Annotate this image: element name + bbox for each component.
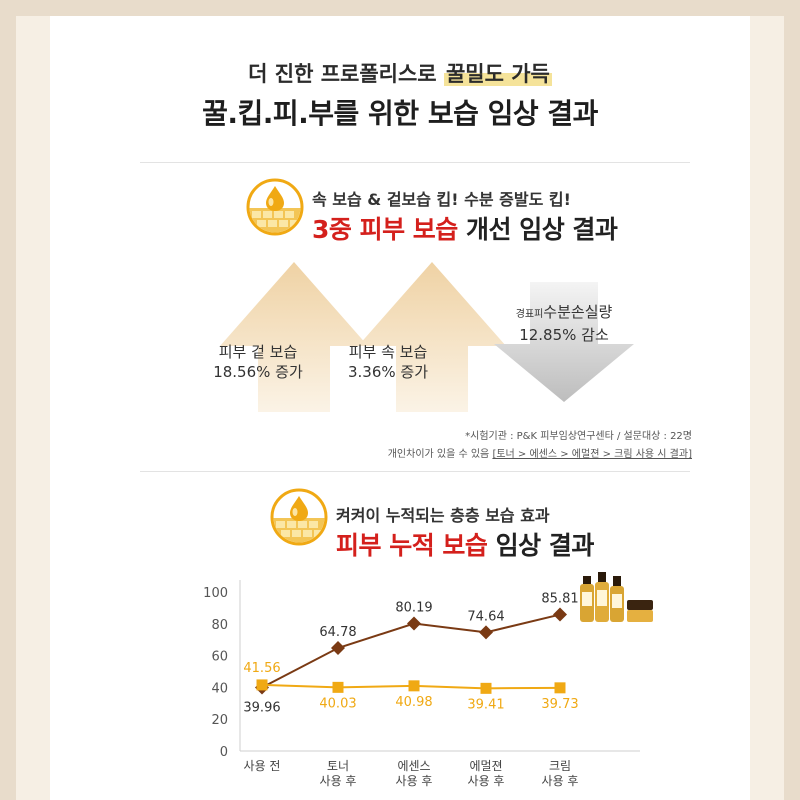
arrow-label-outer-value: 18.56% 증가 [213,363,303,381]
data-point-diamond [553,607,567,622]
y-tick-label: 80 [211,618,228,633]
x-tick-label: 에멀젼 사용 후 [468,759,505,788]
data-label: 40.03 [319,696,356,711]
x-tick-label: 크림 사용 후 [542,759,579,788]
honey-drop-skin-icon-2 [270,488,328,546]
y-tick-label: 60 [211,650,228,665]
data-label: 39.41 [467,697,504,712]
data-label: 41.56 [243,661,280,676]
content-card: 더 진한 프로폴리스로 꿀밀도 가득 꿀.킵.피.부를 위한 보습 임상 결과 … [50,16,750,800]
cumulative-moisture-chart: 0 20 40 60 80 100 사용 전 토너 사용 후 에센스 사용 후 에멀젼 사용 후 크림 사용… [203,572,653,788]
data-point-diamond [479,625,493,640]
y-tick-label: 20 [211,713,228,728]
header-subtitle-text: 더 진한 프로폴리스로 [248,62,444,86]
test-note-disclaimer: 개인차이가 있을 수 있음 [387,449,493,460]
header-subtitle-highlight: 꿀밀도 가득 [443,62,552,86]
data-point-square [256,679,268,691]
data-point-square [408,680,420,692]
test-note: *시험기관 : P&K 피부임상연구센타 / 설문대상 : 22명 개인차이가 … [300,428,692,464]
data-label: 64.78 [319,625,356,640]
arrow-up-inner-moisture [358,262,506,412]
data-label: 74.64 [467,609,504,624]
section2-title-rest: 임상 결과 [487,531,595,560]
data-label: 39.73 [541,697,578,712]
arrow-label-water-loss: 경표피수분손실량 12.85% 감소 [506,302,622,345]
arrow-label-water-loss-text: 수분손실량 [543,303,613,321]
data-label: 80.19 [395,600,432,615]
data-label: 39.96 [243,700,280,715]
data-point-square [554,682,566,694]
section1-title-red: 3중 피부 보습 [312,215,458,244]
arrow-up-outer-moisture [220,262,368,412]
divider-top [140,162,690,163]
test-note-line2: 개인차이가 있을 수 있음 [토너 > 에센스 > 에멀젼 > 크림 사용 시 … [300,446,692,464]
y-tick-label: 100 [203,586,228,601]
data-point-square [332,681,344,693]
divider-middle [140,471,690,472]
x-tick-label: 토너 사용 후 [320,759,357,788]
data-point-diamond [331,640,345,655]
arrow-down-water-loss [494,282,634,402]
data-point-square [480,682,492,694]
section2-subtitle: 켜켜이 누적되는 층층 보습 효과 [336,506,550,525]
arrow-label-outer-line1: 피부 겉 보습 [218,343,298,361]
test-note-line1: *시험기관 : P&K 피부임상연구센타 / 설문대상 : 22명 [465,431,692,442]
header-subtitle: 더 진한 프로폴리스로 꿀밀도 가득 [50,58,750,88]
arrow-label-water-loss-value: 12.85% 감소 [519,326,609,344]
arrow-label-small: 경표피 [515,309,544,320]
product-bottles-icon [580,572,653,622]
x-tick-label: 에센스 사용 후 [396,759,433,788]
section2-title: 피부 누적 보습 임상 결과 [336,526,594,562]
background-panel: 더 진한 프로폴리스로 꿀밀도 가득 꿀.킵.피.부를 위한 보습 임상 결과 … [16,16,784,800]
section2-title-red: 피부 누적 보습 [336,531,488,560]
page-title: 꿀.킵.피.부를 위한 보습 임상 결과 [202,97,598,130]
arrow-label-inner-line1: 피부 속 보습 [348,343,428,361]
y-tick-label: 0 [220,745,228,760]
y-tick-label: 40 [211,681,228,696]
arrow-label-water-loss-line1: 경표피수분손실량 [506,302,622,325]
data-label: 40.98 [395,695,432,710]
section1-title: 3중 피부 보습 개선 임상 결과 [312,210,618,246]
honey-drop-skin-icon [246,178,304,236]
section1-subtitle: 속 보습 & 겉보습 킵! 수분 증발도 킵! [312,190,571,209]
test-note-usage-order: [토너 > 에센스 > 에멀젼 > 크림 사용 시 결과] [492,449,692,460]
data-point-diamond [407,616,421,631]
section1-title-rest: 개선 임상 결과 [457,215,618,244]
data-label: 85.81 [541,592,578,607]
arrow-label-inner-value: 3.36% 증가 [347,363,429,381]
arrow-label-outer: 피부 겉 보습 18.56% 증가 [198,342,318,382]
x-tick-label: 사용 전 [244,759,281,773]
arrow-label-inner: 피부 속 보습 3.36% 증가 [328,342,448,382]
